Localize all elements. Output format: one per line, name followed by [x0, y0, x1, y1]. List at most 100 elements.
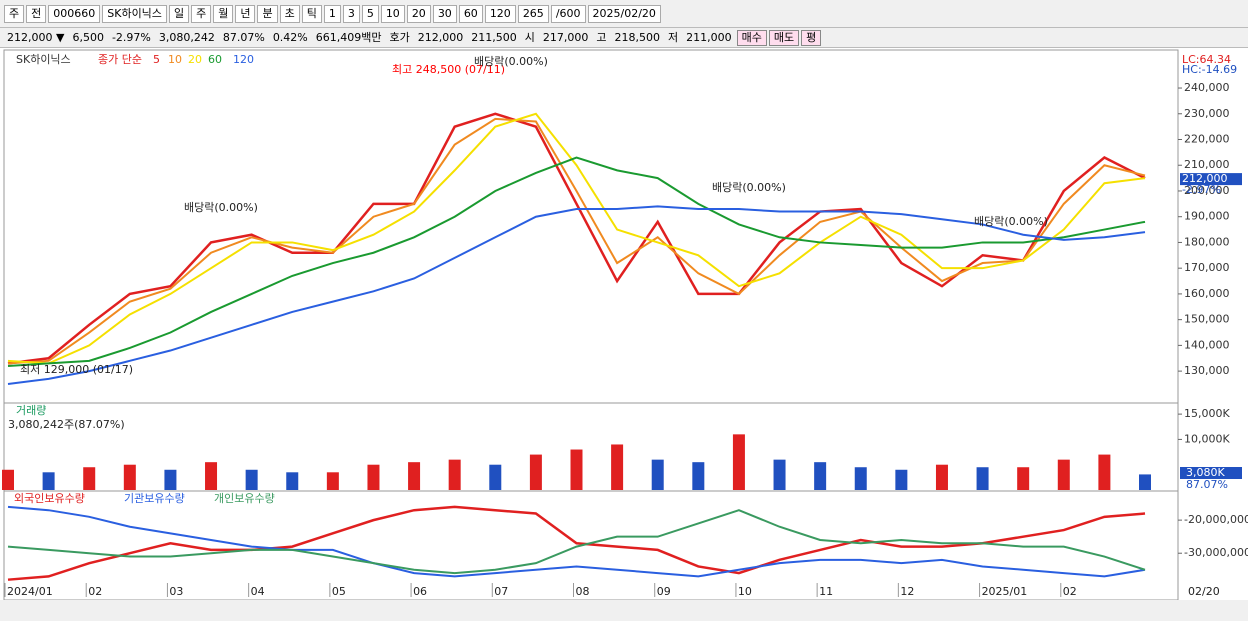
right-label: LC:64.34: [1182, 53, 1231, 66]
y-tick-label: 220,000: [1184, 133, 1230, 146]
toolbar-item[interactable]: 2025/02/20: [587, 4, 661, 23]
toolbar-item[interactable]: 주: [4, 4, 25, 23]
x-tick-label: 08: [576, 585, 590, 598]
legend-entry: 개인보유수량: [214, 492, 275, 505]
info-item: 217,000: [542, 30, 589, 44]
y-tick-label: 230,000: [1184, 107, 1230, 120]
series-line: [7, 505, 1146, 578]
volume-tag: [1180, 467, 1242, 479]
toolbar-item[interactable]: 월: [213, 4, 234, 23]
volume-bar: [489, 464, 502, 490]
x-tick-label: 02: [1063, 585, 1077, 598]
y-tick-label: 15,000K: [1184, 407, 1230, 420]
x-tick-label: 10: [738, 585, 752, 598]
order-button[interactable]: 평: [801, 29, 822, 46]
volume-bar: [1139, 474, 1151, 490]
volume-bar: [205, 462, 218, 490]
legend-entry: 외국인보유수량: [14, 492, 85, 505]
volume-bar: [611, 444, 624, 490]
y-tick-label: 10,000K: [1184, 432, 1230, 445]
volume-bar: [123, 464, 136, 490]
info-item: 호가: [389, 30, 410, 44]
volume-bar: [164, 469, 177, 490]
volume-bar: [408, 462, 421, 490]
series-line: [7, 117, 1146, 365]
volume-bar: [1057, 459, 1070, 490]
volume-bar: [692, 462, 705, 490]
volume-bar: [570, 449, 583, 490]
series-line: [7, 112, 1146, 365]
info-item: 212,000 ▼: [7, 30, 65, 44]
y-tick-label: 200,000: [1184, 184, 1230, 197]
order-button[interactable]: 매도: [768, 29, 800, 46]
toolbar-item[interactable]: 30: [432, 4, 457, 23]
legend-entry: 10: [168, 53, 182, 66]
toolbar-item[interactable]: SK하이닉스: [102, 4, 167, 23]
volume-bar: [1017, 467, 1030, 490]
toolbar-item[interactable]: 전: [26, 4, 47, 23]
volume-bar: [651, 459, 664, 490]
toolbar-item[interactable]: 60: [458, 4, 483, 23]
toolbar-item[interactable]: 20: [406, 4, 431, 23]
x-tick-label: 04: [251, 585, 265, 598]
toolbar-item[interactable]: 1: [323, 4, 341, 23]
series-line: [7, 156, 1146, 367]
toolbar-item[interactable]: 120: [484, 4, 516, 23]
right-label: HC:-14.69: [1182, 63, 1237, 76]
panel-title: 거래량: [16, 404, 46, 417]
volume-bar: [529, 454, 542, 490]
infobar: 212,000 ▼ 6,500 -2.97% 3,080,242 87.07% 0.42%…: [0, 28, 1248, 48]
toolbar-item[interactable]: 주: [191, 4, 212, 23]
y-tick-label: -30,000,000: [1184, 546, 1248, 559]
ma-type: 종가 단순: [98, 53, 142, 66]
toolbar-item[interactable]: 분: [257, 4, 278, 23]
volume-bar: [854, 467, 867, 490]
price-tag: [1180, 173, 1242, 186]
x-tick-label: 03: [169, 585, 183, 598]
toolbar-item[interactable]: 000660: [48, 4, 101, 23]
volume-bar: [2, 469, 14, 490]
volume-bar: [448, 459, 461, 490]
plot-frame: [3, 49, 1179, 601]
x-tick-label: 02: [88, 585, 102, 598]
y-tick-label: 160,000: [1184, 287, 1230, 300]
legend-entry: 5: [153, 53, 160, 66]
right-label: 212,000: [1182, 172, 1228, 185]
info-item: 시: [524, 30, 535, 44]
volume-bar: [773, 459, 786, 490]
chart: 130,000 140,000 150,000 160,000 170,000 180,0…: [0, 49, 1248, 621]
volume-bar: [976, 467, 989, 490]
info-item: 212,000: [417, 30, 464, 44]
y-tick-label: 150,000: [1184, 313, 1230, 326]
info-item: 고: [596, 30, 607, 44]
order-button[interactable]: 매수: [736, 29, 767, 46]
toolbar-item[interactable]: 년: [235, 4, 256, 23]
info-item: 0.42%: [272, 30, 308, 44]
y-tick-label: 130,000: [1184, 364, 1230, 377]
info-item: 211,000: [686, 30, 732, 44]
toolbar-item[interactable]: 틱: [301, 4, 322, 23]
x-tick-label: 2025/01: [982, 585, 1028, 598]
info-item: -2.97%: [111, 30, 151, 44]
series-line: [7, 505, 1146, 581]
volume-bar: [732, 434, 745, 490]
info-item: 218,500: [614, 30, 661, 44]
info-item: 661,409백만: [315, 30, 382, 44]
volume-bar: [814, 462, 827, 490]
toolbar-item[interactable]: 10: [380, 4, 405, 23]
annotation: 최고 248,500 (07/11): [392, 63, 505, 76]
annotation: 배당락(0.00%): [974, 215, 1048, 228]
volume-bar: [83, 467, 96, 490]
toolbar-item[interactable]: 265: [517, 4, 549, 23]
toolbar-item[interactable]: 초: [279, 4, 300, 23]
toolbar-item[interactable]: 3: [342, 4, 360, 23]
volume-bar: [935, 464, 948, 490]
symbol-name: SK하이닉스: [16, 52, 71, 66]
right-label: 3,080K: [1186, 466, 1225, 479]
series-line: [7, 205, 1146, 385]
toolbar-item[interactable]: /600: [550, 4, 586, 23]
x-tick-label: 05: [332, 585, 346, 598]
toolbar-item[interactable]: 5: [361, 4, 379, 23]
toolbar-item[interactable]: 일: [168, 4, 190, 23]
